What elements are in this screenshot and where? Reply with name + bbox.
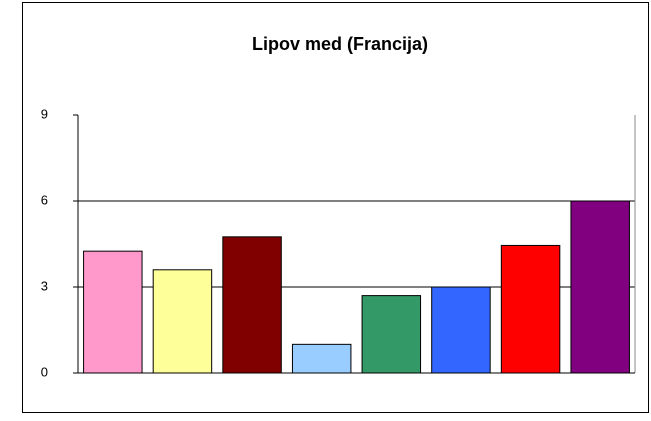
y-tick-label: 3 <box>41 278 48 293</box>
bar <box>500 244 561 374</box>
bar <box>361 295 422 374</box>
bar <box>291 343 352 374</box>
chart-title: Lipov med (Francija) <box>252 34 428 54</box>
bar <box>152 269 213 374</box>
y-tick-label: 6 <box>41 192 48 207</box>
bar <box>570 200 630 374</box>
bar <box>83 250 143 374</box>
y-tick-label: 0 <box>41 364 48 379</box>
y-tick-label: 9 <box>41 106 48 121</box>
bar <box>431 286 491 374</box>
bar <box>222 236 282 374</box>
